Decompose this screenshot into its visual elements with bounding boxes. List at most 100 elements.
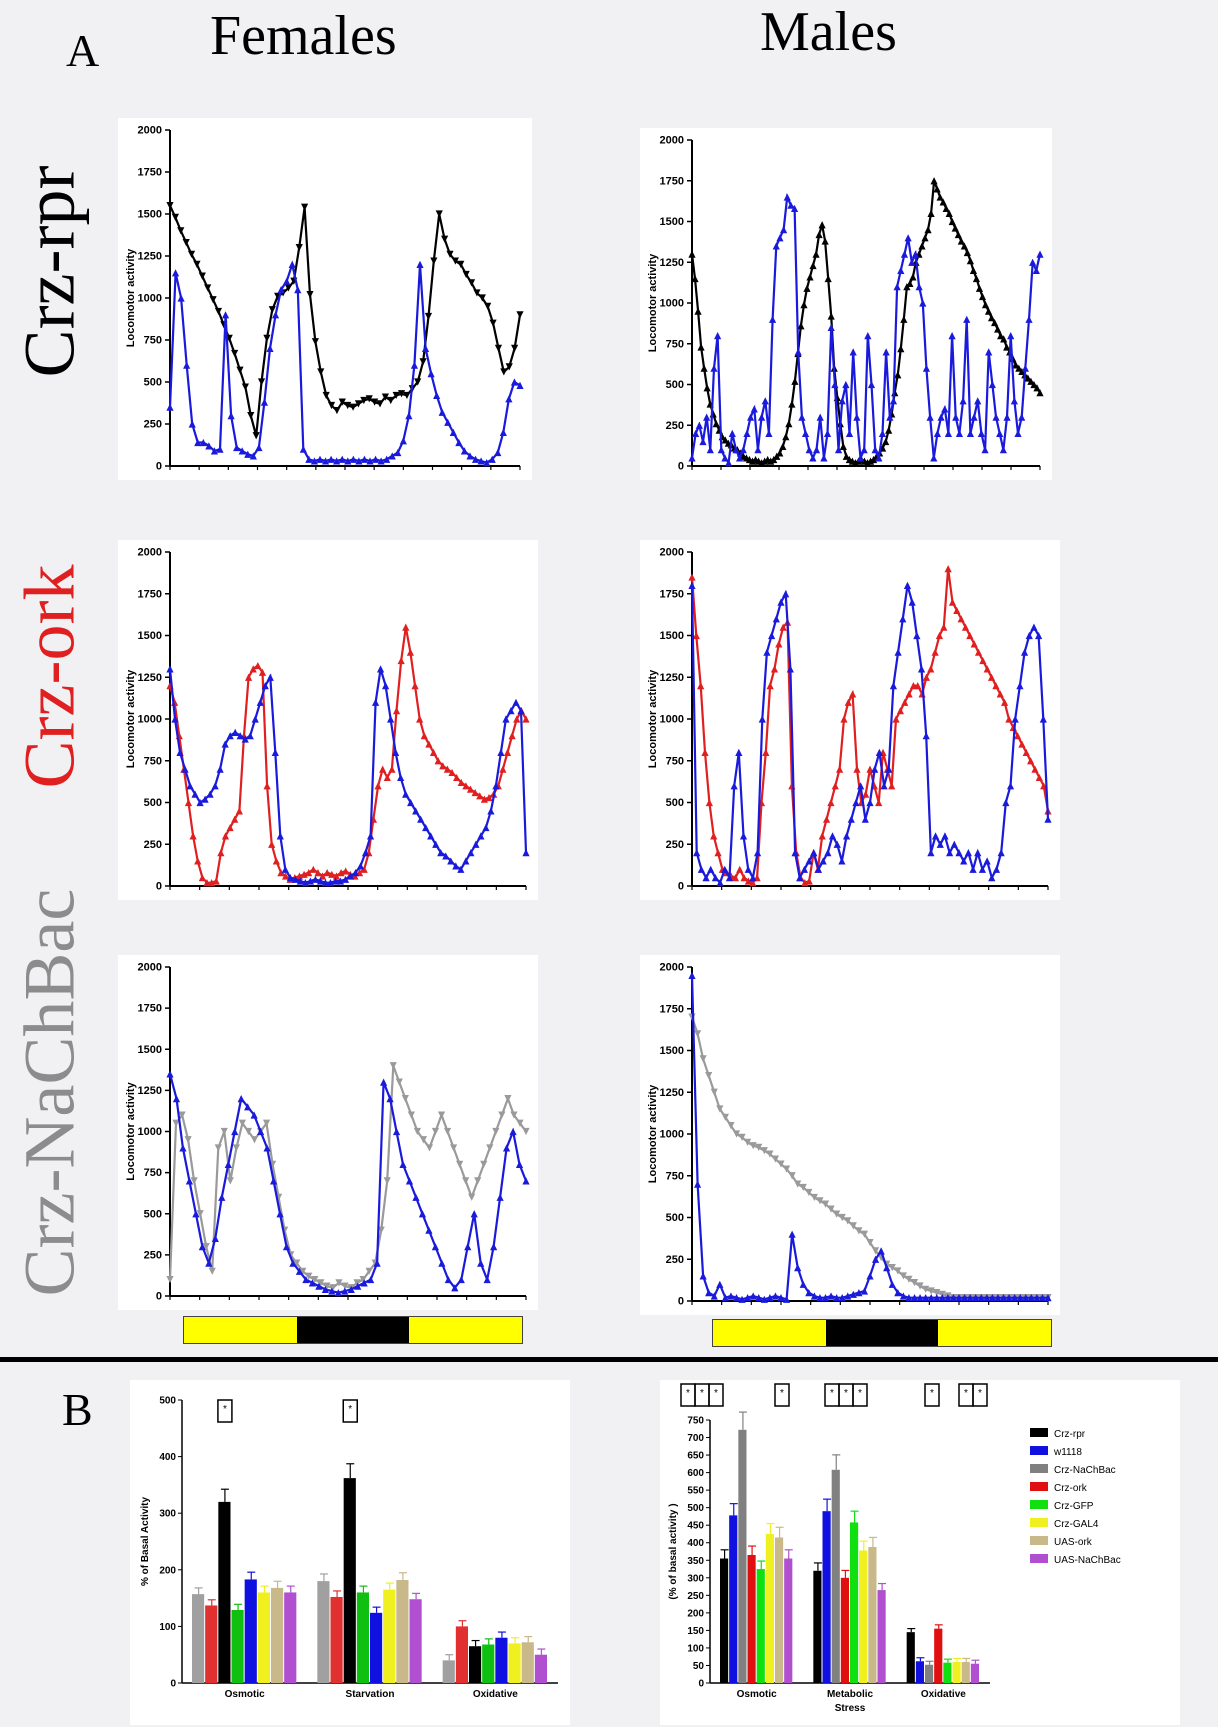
data-point xyxy=(749,879,757,887)
light-dark-bar-females xyxy=(183,1316,523,1344)
data-point xyxy=(899,1292,907,1300)
data-point xyxy=(257,1127,265,1136)
data-point xyxy=(427,370,435,378)
y-tick-label: 500 xyxy=(687,1503,704,1514)
data-point xyxy=(411,682,419,690)
data-point xyxy=(782,1165,791,1173)
data-point xyxy=(522,849,530,857)
significance-mark: * xyxy=(700,1388,704,1399)
legend-label: Crz-GAL4 xyxy=(1054,1519,1099,1530)
data-point xyxy=(508,732,516,740)
data-point xyxy=(211,782,219,790)
legend-swatch xyxy=(1030,1536,1048,1545)
data-point xyxy=(237,1095,245,1103)
data-point xyxy=(821,1294,830,1302)
data-point xyxy=(311,1275,319,1284)
data-point xyxy=(462,270,470,279)
data-point xyxy=(462,1177,470,1185)
data-point xyxy=(908,598,916,606)
y-tick-label: 400 xyxy=(159,1452,176,1463)
data-point xyxy=(707,865,715,873)
bar xyxy=(822,1511,831,1683)
data-point xyxy=(966,257,974,265)
data-point xyxy=(516,311,524,319)
data-point xyxy=(732,1294,741,1302)
data-point xyxy=(299,1267,307,1275)
y-tick-label: 2000 xyxy=(660,547,684,559)
data-point xyxy=(512,698,520,706)
data-point xyxy=(838,397,846,405)
data-point xyxy=(416,260,424,268)
data-point xyxy=(938,1294,946,1302)
light-dark-bar-males xyxy=(712,1319,1052,1347)
data-point xyxy=(201,795,209,803)
data-point xyxy=(900,315,908,323)
data-point xyxy=(788,1172,796,1180)
data-point xyxy=(805,446,813,454)
data-point xyxy=(209,296,217,304)
data-point xyxy=(916,1282,924,1290)
data-point xyxy=(202,1243,210,1251)
data-point xyxy=(978,865,987,873)
data-point xyxy=(933,185,941,193)
data-point xyxy=(226,1177,234,1185)
data-point xyxy=(927,209,935,217)
data-point xyxy=(710,832,718,840)
data-point xyxy=(206,790,214,798)
data-point xyxy=(198,272,206,280)
data-point xyxy=(316,877,325,885)
bar xyxy=(915,1661,924,1683)
y-tick-label: 1750 xyxy=(138,588,162,600)
data-point xyxy=(966,1294,974,1302)
data-point xyxy=(838,857,846,865)
data-point xyxy=(178,1111,186,1119)
data-point xyxy=(250,1136,259,1144)
data-point xyxy=(709,410,717,418)
column-title-females: Females xyxy=(210,5,397,67)
data-point xyxy=(983,857,991,865)
data-point xyxy=(798,413,806,421)
data-point xyxy=(507,707,515,715)
data-point xyxy=(788,1230,796,1238)
data-point xyxy=(777,598,785,606)
legend-swatch xyxy=(1030,1482,1048,1491)
data-point xyxy=(783,193,791,201)
y-tick-label: 250 xyxy=(144,839,162,851)
data-point xyxy=(381,393,389,401)
y-tick-label: 500 xyxy=(666,1212,684,1224)
data-point xyxy=(840,715,848,723)
data-point xyxy=(933,429,942,437)
data-point xyxy=(402,790,410,798)
data-point xyxy=(812,250,820,258)
data-point xyxy=(740,874,748,882)
x-axis-label: Stress xyxy=(835,1703,866,1714)
data-point xyxy=(322,391,330,400)
y-axis-label: Locomotor activity xyxy=(647,1084,659,1183)
data-point xyxy=(226,732,234,740)
data-point xyxy=(392,748,400,756)
data-point xyxy=(782,590,790,598)
bar xyxy=(442,1660,455,1683)
data-point xyxy=(1018,740,1026,748)
data-point xyxy=(705,1289,713,1297)
y-tick-label: 1500 xyxy=(138,209,162,221)
data-point xyxy=(470,1210,478,1218)
data-point xyxy=(915,283,923,291)
data-point xyxy=(291,875,299,883)
data-point xyxy=(744,877,753,885)
data-point xyxy=(744,1138,752,1146)
data-point xyxy=(716,1280,724,1288)
data-point xyxy=(476,792,484,800)
data-point xyxy=(940,623,948,631)
y-tick-label: 250 xyxy=(666,839,684,851)
data-point xyxy=(517,707,525,715)
data-point xyxy=(466,452,474,460)
bar xyxy=(877,1590,886,1683)
data-point xyxy=(964,849,972,857)
data-point xyxy=(755,1143,763,1151)
data-point xyxy=(354,400,363,408)
data-point xyxy=(490,1243,498,1251)
data-point xyxy=(522,715,530,723)
data-point xyxy=(462,782,470,790)
significance-mark: * xyxy=(858,1388,862,1399)
